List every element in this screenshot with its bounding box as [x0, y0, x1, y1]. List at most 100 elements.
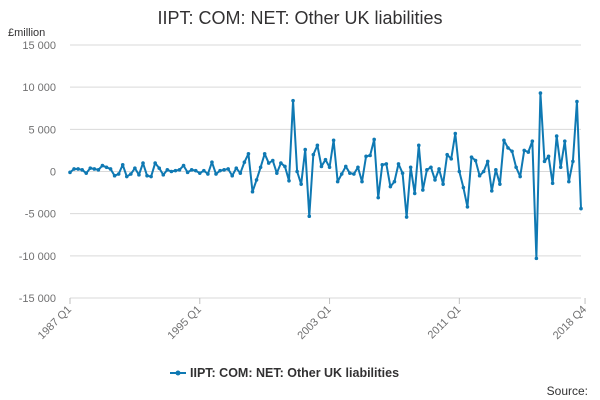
data-point[interactable] [429, 165, 433, 170]
data-point[interactable] [246, 151, 251, 156]
data-point[interactable] [437, 167, 441, 171]
data-point[interactable] [571, 159, 575, 164]
data-point[interactable] [445, 152, 449, 157]
data-point[interactable] [542, 159, 547, 164]
data-point[interactable] [331, 138, 336, 143]
data-point[interactable] [80, 168, 84, 172]
data-point[interactable] [384, 162, 389, 166]
data-point[interactable] [129, 172, 133, 176]
data-point[interactable] [311, 152, 316, 157]
data-point[interactable] [550, 181, 555, 186]
data-point[interactable] [485, 159, 490, 164]
data-point[interactable] [323, 157, 328, 162]
data-point[interactable] [307, 214, 312, 218]
data-point[interactable] [534, 256, 539, 261]
data-point[interactable] [185, 170, 190, 175]
data-point[interactable] [327, 165, 332, 170]
data-point[interactable] [197, 171, 202, 175]
data-point[interactable] [388, 184, 393, 189]
data-point[interactable] [315, 143, 320, 148]
data-point[interactable] [473, 158, 478, 163]
data-point[interactable] [141, 161, 145, 165]
data-point[interactable] [149, 174, 153, 179]
data-point[interactable] [489, 189, 494, 193]
data-point[interactable] [169, 169, 174, 174]
data-point[interactable] [372, 137, 376, 142]
data-point[interactable] [104, 165, 109, 170]
data-point[interactable] [88, 166, 93, 170]
data-point[interactable] [218, 168, 222, 173]
data-point[interactable] [262, 151, 267, 156]
data-point[interactable] [352, 172, 356, 176]
data-point[interactable] [242, 160, 247, 165]
data-point[interactable] [177, 168, 182, 172]
data-point[interactable] [145, 173, 149, 178]
data-point[interactable] [498, 182, 502, 186]
data-point[interactable] [522, 148, 527, 153]
data-point[interactable] [202, 168, 206, 173]
data-point[interactable] [287, 178, 291, 183]
data-point[interactable] [206, 172, 210, 176]
data-point[interactable] [376, 195, 381, 200]
data-point[interactable] [506, 146, 510, 150]
data-point[interactable] [72, 167, 76, 171]
data-point[interactable] [392, 179, 397, 184]
data-point[interactable] [360, 179, 364, 184]
data-point[interactable] [112, 173, 117, 178]
data-point[interactable] [469, 155, 474, 159]
data-point[interactable] [449, 157, 454, 161]
data-point[interactable] [291, 98, 295, 103]
data-point[interactable] [526, 150, 531, 154]
data-point[interactable] [303, 147, 308, 152]
data-point[interactable] [400, 171, 405, 175]
data-point[interactable] [161, 173, 166, 177]
data-point[interactable] [461, 185, 466, 190]
data-point[interactable] [68, 170, 72, 175]
data-point[interactable] [222, 168, 226, 172]
data-point[interactable] [124, 174, 129, 179]
data-point[interactable] [226, 167, 230, 171]
data-point[interactable] [250, 189, 255, 194]
data-point[interactable] [335, 179, 340, 184]
data-point[interactable] [84, 171, 89, 175]
data-point[interactable] [518, 174, 522, 179]
data-point[interactable] [538, 91, 543, 95]
data-point[interactable] [96, 168, 101, 172]
data-point[interactable] [116, 172, 121, 176]
data-point[interactable] [181, 163, 186, 168]
data-point[interactable] [380, 162, 385, 167]
data-point[interactable] [120, 162, 125, 167]
data-point[interactable] [356, 165, 360, 170]
data-point[interactable] [368, 153, 372, 158]
data-point[interactable] [234, 166, 239, 170]
data-point[interactable] [457, 169, 462, 174]
data-point[interactable] [165, 168, 170, 172]
data-point[interactable] [514, 165, 518, 170]
data-point[interactable] [412, 191, 417, 196]
data-point[interactable] [579, 206, 583, 211]
data-point[interactable] [254, 178, 259, 182]
data-point[interactable] [319, 164, 324, 169]
data-point[interactable] [343, 164, 348, 169]
data-point[interactable] [408, 165, 413, 170]
data-point[interactable] [575, 99, 579, 104]
data-point[interactable] [546, 154, 551, 159]
data-point[interactable] [295, 169, 299, 174]
data-point[interactable] [173, 168, 178, 173]
data-point[interactable] [153, 161, 157, 165]
data-point[interactable] [339, 172, 344, 176]
data-point[interactable] [364, 154, 368, 159]
data-point[interactable] [421, 188, 425, 192]
data-point[interactable] [396, 162, 401, 166]
data-point[interactable] [433, 178, 437, 182]
data-point[interactable] [279, 161, 283, 165]
data-point[interactable] [425, 168, 429, 172]
data-point[interactable] [189, 168, 194, 172]
data-point[interactable] [193, 168, 198, 173]
data-point[interactable] [275, 171, 279, 175]
data-point[interactable] [558, 165, 563, 170]
data-point[interactable] [416, 143, 421, 148]
data-point[interactable] [530, 139, 535, 143]
data-point[interactable] [214, 172, 218, 176]
data-point[interactable] [494, 168, 498, 172]
